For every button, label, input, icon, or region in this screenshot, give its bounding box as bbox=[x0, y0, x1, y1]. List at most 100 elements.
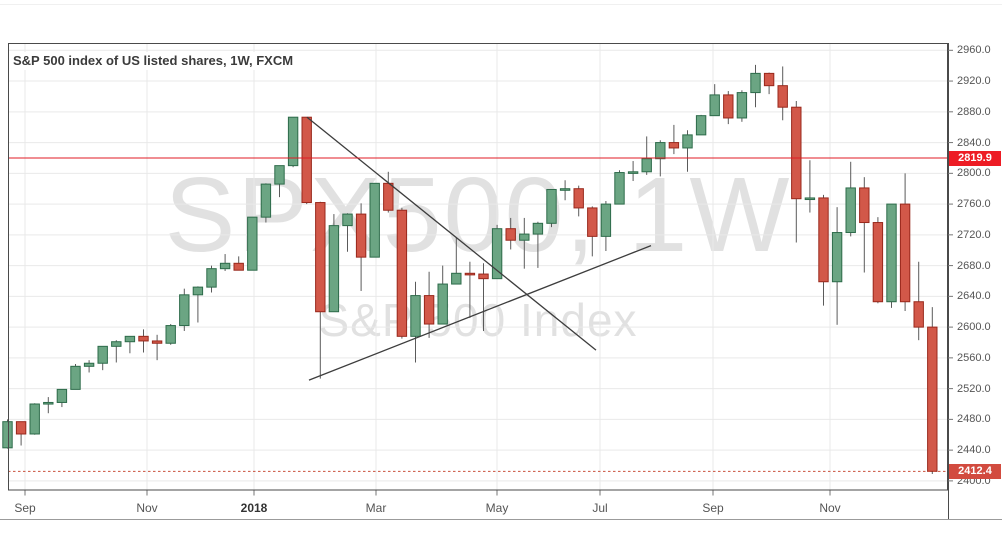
candle-down bbox=[315, 202, 326, 313]
candle-down bbox=[668, 142, 680, 149]
time-tick-label: Sep bbox=[14, 501, 36, 515]
candle-up bbox=[342, 213, 353, 227]
candle-up bbox=[831, 232, 843, 283]
candle-down bbox=[138, 335, 149, 342]
candle-up bbox=[641, 158, 652, 173]
candle-up bbox=[43, 401, 54, 405]
candle-up bbox=[410, 295, 421, 337]
price-tick-label: 2440.0 bbox=[957, 444, 991, 457]
candle-up bbox=[451, 272, 462, 285]
candle-up bbox=[532, 222, 544, 235]
candle-down bbox=[723, 94, 734, 119]
candle-down bbox=[913, 301, 924, 328]
candle-up bbox=[627, 171, 639, 174]
candle-up bbox=[56, 388, 68, 403]
candle-up bbox=[600, 203, 612, 237]
time-tick-label: Sep bbox=[702, 501, 724, 515]
candle-up bbox=[845, 187, 856, 234]
candle-up bbox=[97, 345, 108, 364]
candle-up bbox=[614, 172, 625, 205]
candle-down bbox=[927, 326, 938, 472]
time-tick-label-year: 2018 bbox=[240, 501, 268, 515]
last-price-label: 2412.4 bbox=[949, 463, 1001, 479]
price-tick-label: 2960.0 bbox=[957, 44, 991, 57]
candle-down bbox=[233, 262, 244, 271]
candle-up bbox=[709, 94, 720, 117]
candle-down bbox=[423, 295, 435, 325]
candle-up bbox=[83, 362, 95, 367]
candle-down bbox=[355, 213, 367, 258]
candle-down bbox=[464, 272, 476, 276]
candles bbox=[2, 64, 938, 474]
candle-down bbox=[301, 116, 312, 204]
candle-up bbox=[165, 325, 176, 344]
price-tick-label: 2840.0 bbox=[957, 136, 991, 149]
candle-up bbox=[287, 116, 299, 167]
candle-up bbox=[736, 92, 748, 119]
candle-up bbox=[804, 197, 816, 201]
time-axis[interactable]: Sep Nov 2018 Mar May Jul Sep Nov bbox=[0, 493, 948, 523]
candle-down bbox=[859, 187, 870, 224]
candle-down bbox=[478, 273, 489, 280]
trend-line[interactable] bbox=[306, 116, 597, 351]
trend-lines[interactable] bbox=[306, 116, 652, 381]
trend-line[interactable] bbox=[308, 245, 652, 381]
price-tick-label: 2480.0 bbox=[957, 413, 991, 426]
candle-down bbox=[763, 72, 775, 87]
candle-up bbox=[437, 283, 448, 325]
price-tick-label: 2920.0 bbox=[957, 75, 991, 88]
candle-down bbox=[15, 421, 27, 435]
price-tick-label: 2600.0 bbox=[957, 321, 991, 334]
candle-down bbox=[505, 228, 516, 241]
candle-down bbox=[396, 209, 408, 337]
price-tick-label: 2800.0 bbox=[957, 167, 991, 180]
price-tick-label: 2520.0 bbox=[957, 382, 991, 395]
candle-up bbox=[559, 188, 571, 191]
time-tick-label: May bbox=[485, 501, 509, 515]
candle-up bbox=[260, 183, 272, 218]
candle-down bbox=[899, 203, 911, 303]
price-tick-label: 2640.0 bbox=[957, 290, 991, 303]
candle-up bbox=[219, 262, 231, 270]
candle-down bbox=[573, 188, 584, 209]
candle-up bbox=[206, 268, 217, 288]
candle-up bbox=[682, 134, 693, 149]
gridlines bbox=[8, 43, 948, 491]
candle-up bbox=[274, 165, 285, 185]
price-tick-label: 2560.0 bbox=[957, 351, 991, 364]
time-tick-label: Mar bbox=[365, 501, 387, 515]
candle-up bbox=[2, 421, 13, 449]
candle-up bbox=[886, 203, 897, 303]
candle-up bbox=[247, 216, 258, 271]
candle-up bbox=[70, 365, 81, 390]
candle-up bbox=[29, 403, 40, 435]
candle-down bbox=[872, 222, 884, 303]
candle-up bbox=[750, 72, 761, 94]
candle-up bbox=[655, 142, 666, 160]
candle-up bbox=[192, 286, 204, 296]
plot-frame bbox=[8, 43, 948, 491]
candle-up bbox=[695, 115, 707, 136]
candle-down bbox=[587, 207, 598, 237]
candle-up bbox=[179, 294, 190, 327]
price-axis[interactable]: 2960.0 2920.0 2880.0 2840.0 2800.0 2760.0 2720… bbox=[948, 0, 1002, 557]
time-tick-label: Nov bbox=[819, 501, 841, 515]
price-tick-label: 2760.0 bbox=[957, 198, 991, 211]
candle-up bbox=[328, 225, 340, 313]
candle-down bbox=[151, 340, 163, 344]
candle-down bbox=[777, 85, 788, 108]
time-tick-label: Nov bbox=[136, 501, 158, 515]
candle-down bbox=[818, 197, 829, 283]
candle-down bbox=[791, 106, 802, 200]
price-line-label: 2819.9 bbox=[949, 150, 1001, 166]
candle-up bbox=[519, 233, 530, 241]
candle-up bbox=[491, 228, 503, 280]
candle-down bbox=[383, 182, 394, 211]
candle-up bbox=[546, 188, 557, 224]
time-tick-label: Jul bbox=[592, 501, 608, 515]
candle-up bbox=[124, 335, 136, 343]
candle-up bbox=[111, 341, 122, 347]
chart-title[interactable]: S&P 500 index of US listed shares, 1W, F… bbox=[12, 52, 298, 70]
